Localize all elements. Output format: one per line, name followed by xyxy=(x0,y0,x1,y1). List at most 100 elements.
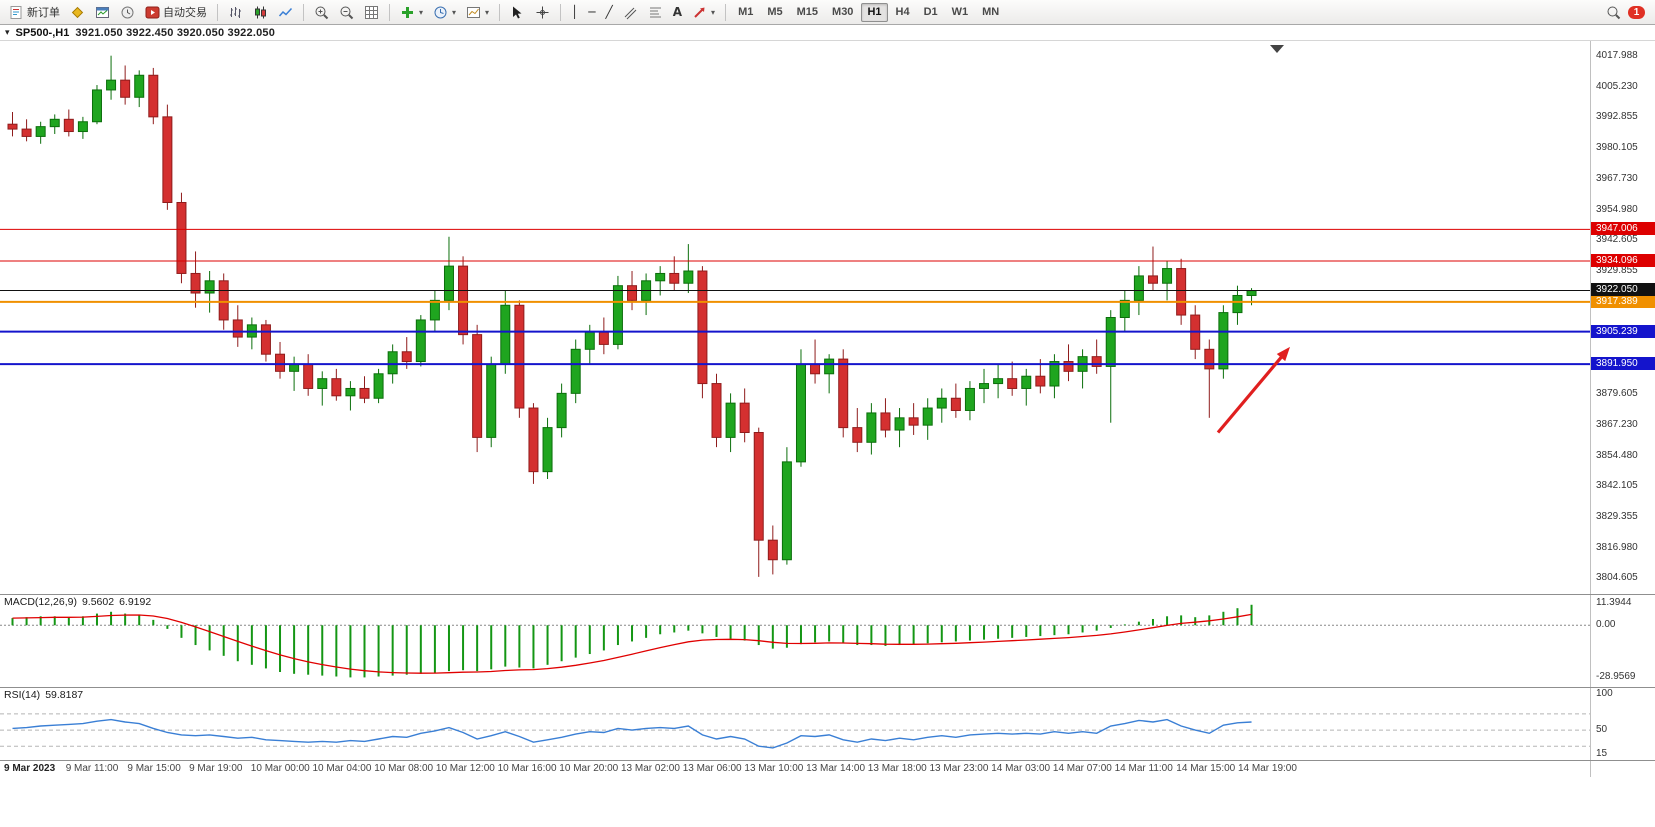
price-tick: 3954.980 xyxy=(1596,204,1638,215)
bar-chart-mode-button[interactable] xyxy=(224,2,247,23)
time-label: 13 Mar 14:00 xyxy=(806,763,866,774)
fibonacci-tool-button[interactable] xyxy=(644,2,667,23)
period-menu-button[interactable]: ▾ xyxy=(429,2,460,23)
main-toolbar: 新订单 自动交易 xyxy=(0,0,1655,25)
rsi-pane: RSI(14) 59.8187 100 50 15 xyxy=(0,687,1655,760)
crosshair-button[interactable] xyxy=(531,2,554,23)
trendline-tool-button[interactable]: ╱ xyxy=(602,2,617,23)
market-watch-button[interactable] xyxy=(91,2,114,23)
rsi-axis[interactable]: 100 50 15 xyxy=(1590,688,1655,760)
line-chart-mode-button[interactable] xyxy=(274,2,297,23)
macd-name: MACD(12,26,9) xyxy=(4,596,77,608)
text-icon: A xyxy=(672,4,683,19)
rsi-axis-label: 50 xyxy=(1596,724,1608,735)
price-axis[interactable]: 4017.988 4005.230 3992.855 3980.105 3967.730… xyxy=(1590,41,1655,594)
macd-canvas[interactable] xyxy=(0,595,1590,687)
cursor-icon xyxy=(510,5,525,20)
ohlc-values: 3921.050 3922.450 3920.050 3922.050 xyxy=(75,26,276,39)
time-label: 9 Mar 19:00 xyxy=(189,763,243,774)
toolbar-separator xyxy=(560,3,562,21)
zoom-out-button[interactable] xyxy=(335,2,358,23)
gold-symbol-button[interactable] xyxy=(66,2,89,23)
tile-windows-button[interactable] xyxy=(360,2,383,23)
channel-tool-button[interactable] xyxy=(619,2,642,23)
grid-icon xyxy=(364,5,379,20)
macd-axis-label: 0.00 xyxy=(1596,619,1616,630)
rsi-axis-label: 15 xyxy=(1596,748,1608,759)
bar-chart-icon xyxy=(228,5,243,20)
price-tick: 3842.105 xyxy=(1596,480,1638,491)
time-axis-labels: 9 Mar 2023 9 Mar 11:00 9 Mar 15:00 9 Mar 19… xyxy=(0,761,1590,777)
macd-axis[interactable]: 11.3944 0.00 -28.9569 xyxy=(1590,595,1655,687)
main-chart-plot[interactable] xyxy=(0,41,1590,594)
main-chart-pane: 4017.988 4005.230 3992.855 3980.105 3967.730… xyxy=(0,41,1655,594)
cursor-button[interactable] xyxy=(506,2,529,23)
chart-dropdown-icon[interactable]: ▾ xyxy=(5,27,10,38)
rsi-plot[interactable]: RSI(14) 59.8187 xyxy=(0,688,1590,760)
rsi-name: RSI(14) xyxy=(4,689,41,701)
fibonacci-icon xyxy=(648,5,663,20)
notification-badge[interactable]: 1 xyxy=(1628,5,1645,19)
price-tick: 3967.730 xyxy=(1596,173,1638,184)
template-icon xyxy=(466,5,481,20)
chevron-down-icon: ▾ xyxy=(419,7,424,17)
toolbar-separator xyxy=(389,3,390,21)
new-order-button[interactable]: 新订单 xyxy=(5,2,64,23)
horizontal-line-tool-button[interactable]: ─ xyxy=(584,2,599,23)
timeframe-m1-button[interactable]: M1 xyxy=(732,3,759,22)
chart-window-icon xyxy=(95,5,110,20)
add-indicator-button[interactable]: ▾ xyxy=(396,2,427,23)
timeframe-m5-button[interactable]: M5 xyxy=(761,3,788,22)
time-label: 9 Mar 15:00 xyxy=(127,763,181,774)
chevron-down-icon: ▾ xyxy=(452,7,457,17)
time-label: 10 Mar 00:00 xyxy=(250,763,310,774)
macd-axis-label: 11.3944 xyxy=(1596,597,1632,608)
macd-axis-label: -28.9569 xyxy=(1596,671,1636,682)
price-tag-level: 3934.096 xyxy=(1591,254,1655,267)
toolbar-separator xyxy=(303,3,304,21)
arrows-tool-button[interactable]: ▾ xyxy=(688,2,719,23)
timeframe-m15-button[interactable]: M15 xyxy=(791,3,824,22)
time-label: 14 Mar 07:00 xyxy=(1052,763,1112,774)
timeframe-w1-button[interactable]: W1 xyxy=(946,3,975,22)
search-button[interactable] xyxy=(1602,2,1625,23)
horizontal-lines-group xyxy=(0,228,1590,366)
price-tag-level: 3905.239 xyxy=(1591,325,1655,338)
time-label: 13 Mar 02:00 xyxy=(621,763,680,774)
rsi-label: RSI(14) 59.8187 xyxy=(4,689,88,701)
price-tag-level: 3947.006 xyxy=(1591,222,1655,235)
price-tick: 3992.855 xyxy=(1596,111,1638,122)
macd-signal-value: 6.9192 xyxy=(119,596,152,608)
macd-histogram-group xyxy=(11,604,1253,678)
price-tick: 4017.988 xyxy=(1596,50,1638,61)
zoom-in-button[interactable] xyxy=(310,2,333,23)
time-label: 14 Mar 19:00 xyxy=(1238,763,1297,774)
history-button[interactable] xyxy=(116,2,139,23)
rsi-line xyxy=(12,718,1252,749)
timeframe-mn-button[interactable]: MN xyxy=(976,3,1005,22)
timeframe-h4-button[interactable]: H4 xyxy=(890,3,916,22)
candlestick-mode-button[interactable] xyxy=(249,2,272,23)
trendline-icon: ╱ xyxy=(605,4,613,19)
templates-button[interactable]: ▾ xyxy=(462,2,493,23)
annotation-arrow-head xyxy=(1276,346,1290,362)
time-label: 10 Mar 20:00 xyxy=(559,763,619,774)
timeframe-h1-button[interactable]: H1 xyxy=(861,2,888,22)
new-order-label: 新订单 xyxy=(27,7,60,19)
time-axis[interactable]: 9 Mar 2023 9 Mar 11:00 9 Mar 15:00 9 Mar 19… xyxy=(0,760,1655,777)
macd-label: MACD(12,26,9) 9.5602 6.9192 xyxy=(4,596,156,608)
macd-plot[interactable]: MACD(12,26,9) 9.5602 6.9192 xyxy=(0,595,1590,687)
main-chart-canvas[interactable] xyxy=(0,41,1590,594)
timeframe-d1-button[interactable]: D1 xyxy=(918,3,944,22)
vertical-line-icon: │ xyxy=(571,4,579,19)
vertical-line-tool-button[interactable]: │ xyxy=(567,2,582,23)
price-tick: 3816.980 xyxy=(1596,542,1638,553)
price-tick: 3929.855 xyxy=(1596,265,1638,276)
text-tool-button[interactable]: A xyxy=(669,2,686,23)
time-label: 10 Mar 12:00 xyxy=(435,763,495,774)
price-tick: 3829.355 xyxy=(1596,511,1638,522)
auto-trading-button[interactable]: 自动交易 xyxy=(141,2,211,23)
rsi-canvas[interactable] xyxy=(0,688,1590,760)
timeframe-m30-button[interactable]: M30 xyxy=(826,3,859,22)
